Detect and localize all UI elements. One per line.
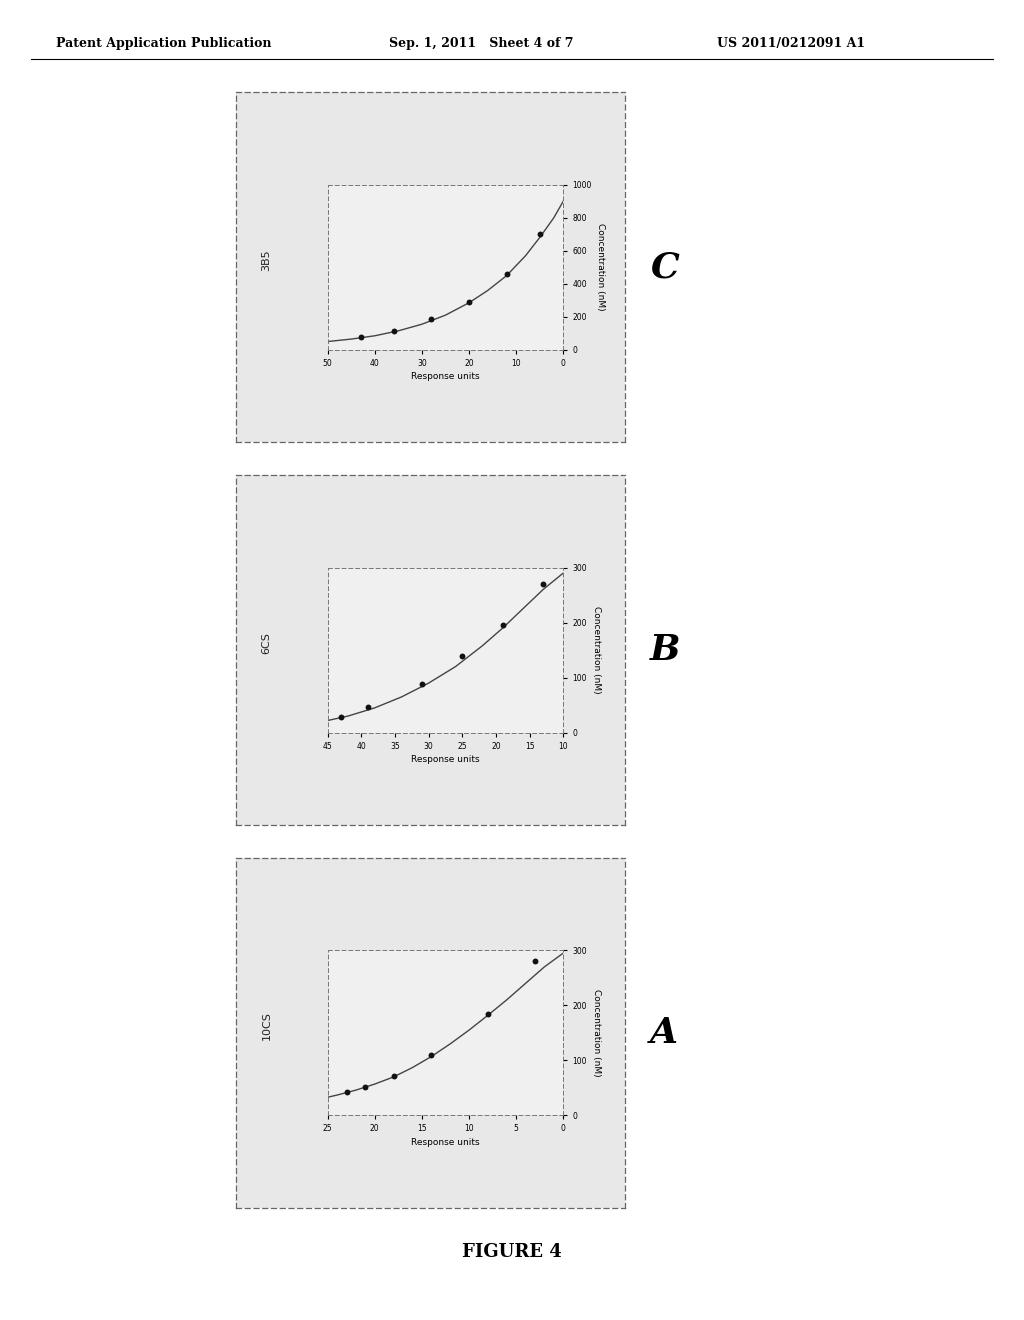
X-axis label: Response units: Response units (411, 372, 480, 381)
Y-axis label: Concentration (nM): Concentration (nM) (597, 223, 605, 312)
Point (338, 1082, 354, 1104)
Text: 3B5: 3B5 (262, 249, 271, 271)
Point (385, 1065, 401, 1086)
Point (461, 292, 477, 313)
Text: 10CS: 10CS (262, 1011, 271, 1040)
Text: B: B (650, 634, 681, 667)
Point (359, 697, 376, 718)
Y-axis label: Concentration (nM): Concentration (nM) (592, 606, 601, 694)
Text: US 2011/0212091 A1: US 2011/0212091 A1 (717, 37, 865, 50)
Text: Patent Application Publication: Patent Application Publication (56, 37, 271, 50)
Point (535, 573, 551, 594)
Text: 6CS: 6CS (262, 632, 271, 653)
Point (479, 1003, 496, 1024)
Point (357, 1076, 374, 1097)
Point (531, 223, 548, 246)
Text: A: A (650, 1016, 678, 1049)
Point (385, 321, 401, 342)
Point (423, 1044, 439, 1065)
Point (495, 615, 511, 636)
Text: Sep. 1, 2011   Sheet 4 of 7: Sep. 1, 2011 Sheet 4 of 7 (389, 37, 573, 50)
Text: FIGURE 4: FIGURE 4 (462, 1242, 562, 1261)
Point (526, 950, 543, 972)
X-axis label: Response units: Response units (411, 755, 480, 764)
Y-axis label: Concentration (nM): Concentration (nM) (592, 989, 601, 1077)
Text: C: C (650, 251, 679, 284)
X-axis label: Response units: Response units (411, 1138, 480, 1147)
Point (499, 263, 515, 284)
Point (423, 309, 439, 330)
Point (352, 326, 369, 347)
Point (454, 645, 470, 667)
Point (333, 706, 349, 727)
Point (414, 673, 430, 694)
